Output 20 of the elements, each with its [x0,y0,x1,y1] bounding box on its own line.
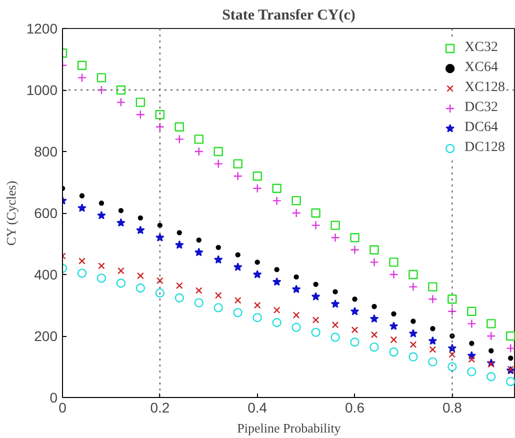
y-tick-label: 400 [34,266,58,282]
y-axis-title: CY (Cycles) [3,180,18,246]
y-tick-label: 200 [34,328,58,344]
x-tick-label: 0.4 [248,400,268,416]
y-tick-label: 1000 [26,82,58,98]
x-tick-label: 0.8 [442,400,462,416]
chart-title: State Transfer CY(c) [222,8,356,24]
legend-label: XC64 [464,60,498,76]
legend-label: DC64 [464,120,498,136]
y-tick-label: 800 [34,144,58,160]
legend-label: XC32 [464,40,498,56]
x-tick-label: 0.6 [345,400,365,416]
x-tick-label: 0.2 [150,400,170,416]
y-tick-label: 1200 [26,20,58,36]
legend-label: XC128 [464,80,505,96]
legend-label: DC128 [464,140,505,156]
legend-label: DC32 [464,100,498,116]
y-tick-label: 600 [34,205,58,221]
x-axis-title: Pipeline Probability [237,420,342,436]
y-tick-label: 0 [50,390,58,406]
